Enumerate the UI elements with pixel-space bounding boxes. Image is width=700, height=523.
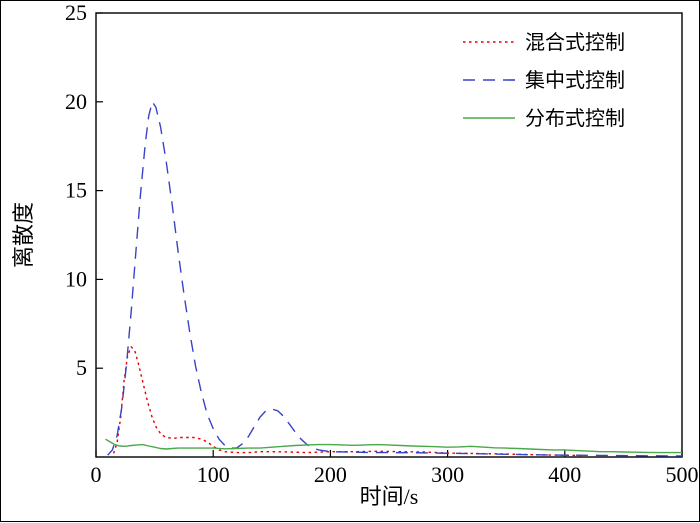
- y-axis-title: 离散度: [11, 202, 36, 268]
- y-tick-label: 5: [76, 355, 87, 380]
- legend-item-label: 混合式控制: [525, 31, 625, 54]
- x-tick-label: 500: [666, 462, 699, 487]
- x-tick-label: 300: [431, 462, 464, 487]
- y-tick-label: 20: [65, 89, 87, 114]
- x-tick-label: 0: [91, 462, 102, 487]
- y-tick-label: 15: [65, 178, 87, 203]
- series-line-dotted: [112, 346, 583, 457]
- x-tick-label: 200: [314, 462, 347, 487]
- y-tick-label: 10: [65, 266, 87, 291]
- x-tick-label: 100: [197, 462, 230, 487]
- legend-item-label: 分布式控制: [525, 107, 625, 130]
- plot-border: [95, 12, 683, 458]
- y-tick-label: 25: [65, 1, 87, 25]
- series-lines: [105, 101, 682, 457]
- series-line-dashed: [107, 101, 682, 457]
- legend-item-label: 集中式控制: [525, 69, 625, 92]
- x-tick-label: 400: [548, 462, 581, 487]
- x-axis-title: 时间/s: [360, 484, 419, 509]
- series-line-solid: [105, 438, 682, 454]
- axes: 0 100 200 300 400 500 5 10 15 20 25: [65, 1, 699, 487]
